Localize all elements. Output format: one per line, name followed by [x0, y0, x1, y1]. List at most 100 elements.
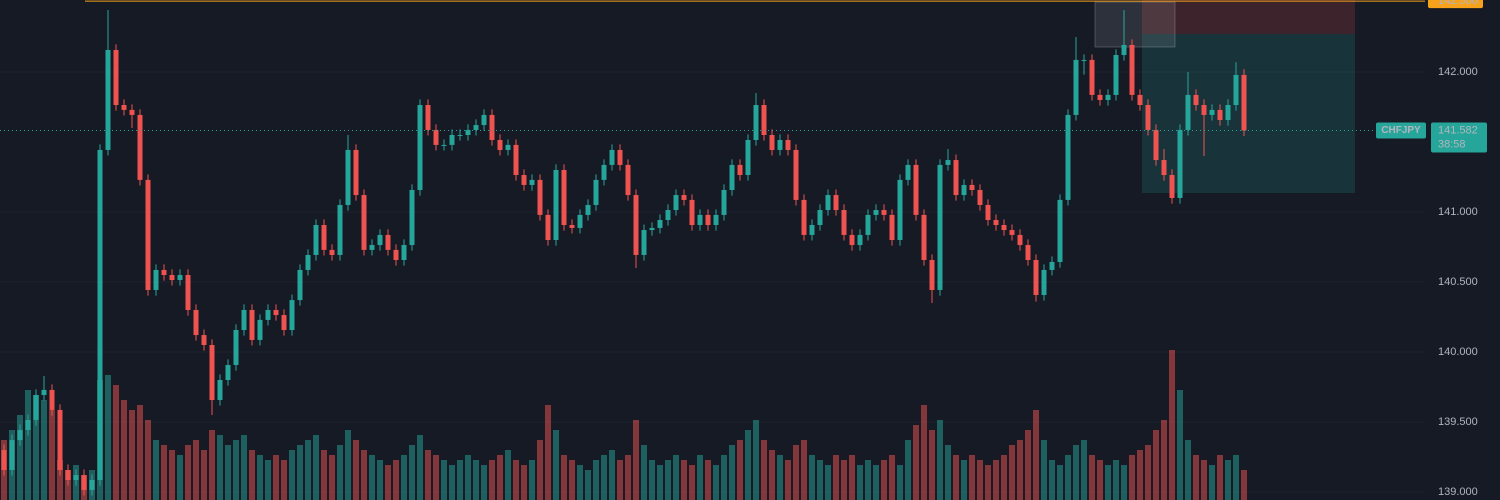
- candle-body: [497, 140, 503, 150]
- candle-body: [393, 249, 399, 261]
- candle-body: [1185, 94, 1191, 130]
- volume-bar: [17, 415, 23, 500]
- candle-body: [57, 409, 63, 471]
- volume-bar: [689, 465, 695, 500]
- volume-bar: [897, 465, 903, 500]
- candle-body: [601, 164, 607, 180]
- selection-box[interactable]: [1094, 1, 1176, 48]
- candle-body: [353, 149, 359, 196]
- candle-body: [1129, 44, 1135, 95]
- volume-bar: [817, 460, 823, 500]
- candle-body: [17, 429, 23, 441]
- target-zone[interactable]: [1142, 34, 1355, 193]
- candle-body: [785, 140, 791, 150]
- volume-bar: [985, 465, 991, 500]
- volume-bar: [41, 400, 47, 500]
- candle-body: [737, 164, 743, 176]
- volume-bar: [1121, 465, 1127, 500]
- volume-bar: [953, 455, 959, 500]
- candle-body: [849, 234, 855, 246]
- volume-bar: [169, 450, 175, 500]
- candle-body: [1193, 94, 1199, 106]
- volume-bar: [969, 455, 975, 500]
- volume-bar: [1081, 440, 1087, 500]
- volume-bar: [609, 450, 615, 500]
- volume-bar: [505, 450, 511, 500]
- y-tick-label: 139.000: [1438, 486, 1478, 498]
- volume-bar: [833, 455, 839, 500]
- y-tick-label: 140.000: [1438, 346, 1478, 358]
- candle-body: [217, 380, 223, 401]
- candle-body: [81, 475, 87, 491]
- candle-body: [753, 105, 759, 141]
- candle-body: [169, 274, 175, 281]
- volume-bar: [1073, 445, 1079, 500]
- volume-bar: [633, 420, 639, 500]
- candle-body: [1057, 199, 1063, 262]
- volume-bar: [1153, 430, 1159, 500]
- volume-bar: [233, 440, 239, 500]
- candle-body: [273, 309, 279, 316]
- candle-body: [1153, 129, 1159, 161]
- candle-body: [1009, 230, 1015, 235]
- candle-body: [209, 345, 215, 401]
- volume-bar: [185, 445, 191, 500]
- volume-bar: [209, 430, 215, 500]
- candle-body: [521, 175, 527, 185]
- candle-body: [225, 365, 231, 381]
- candle-body: [897, 179, 903, 240]
- candle-body: [193, 309, 199, 336]
- candle-body: [969, 184, 975, 191]
- volume-bar: [1025, 430, 1031, 500]
- volume-bar: [1017, 440, 1023, 500]
- volume-bar: [113, 385, 119, 500]
- candle-body: [929, 260, 935, 290]
- candle-body: [1041, 269, 1047, 296]
- volume-bar: [137, 405, 143, 500]
- volume-bar: [729, 445, 735, 500]
- candle-body: [833, 195, 839, 211]
- volume-bar: [665, 460, 671, 500]
- candle-body: [257, 319, 263, 340]
- candle-body: [289, 300, 295, 331]
- candle-body: [1201, 105, 1207, 115]
- candle-body: [1169, 175, 1175, 198]
- alert-label-box: [1428, 0, 1483, 9]
- volume-bar: [1233, 455, 1239, 500]
- candle-body: [89, 479, 95, 491]
- volume-bar: [561, 455, 567, 500]
- volume-bar: [1129, 455, 1135, 500]
- candle-body: [121, 105, 127, 110]
- volume-bar: [1145, 445, 1151, 500]
- stop-zone[interactable]: [1142, 0, 1355, 34]
- candle-body: [585, 204, 591, 215]
- candle-body: [385, 234, 391, 250]
- candle-body: [25, 420, 31, 430]
- volume-bar: [33, 395, 39, 500]
- candle-body: [553, 169, 559, 240]
- volume-bar: [289, 450, 295, 500]
- candle-body: [489, 114, 495, 141]
- candle-body: [857, 234, 863, 246]
- candle-body: [153, 269, 159, 290]
- volume-bar: [961, 460, 967, 500]
- candle-body: [777, 140, 783, 150]
- volume-bar: [1009, 445, 1015, 500]
- volume-bar: [1177, 390, 1183, 500]
- volume-bar: [529, 460, 535, 500]
- volume-bar: [865, 460, 871, 500]
- candle-body: [1177, 129, 1183, 198]
- volume-bar: [1169, 350, 1175, 500]
- volume-bar: [1001, 455, 1007, 500]
- candle-body: [9, 440, 15, 471]
- volume-bar: [681, 460, 687, 500]
- candle-body: [705, 214, 711, 226]
- candle-body: [337, 204, 343, 255]
- candle-body: [721, 190, 727, 215]
- volume-bar: [417, 435, 423, 500]
- volume-bar: [889, 455, 895, 500]
- candle-body: [425, 105, 431, 130]
- candle-body: [961, 184, 967, 196]
- candle-body: [729, 164, 735, 191]
- candle-body: [761, 105, 767, 135]
